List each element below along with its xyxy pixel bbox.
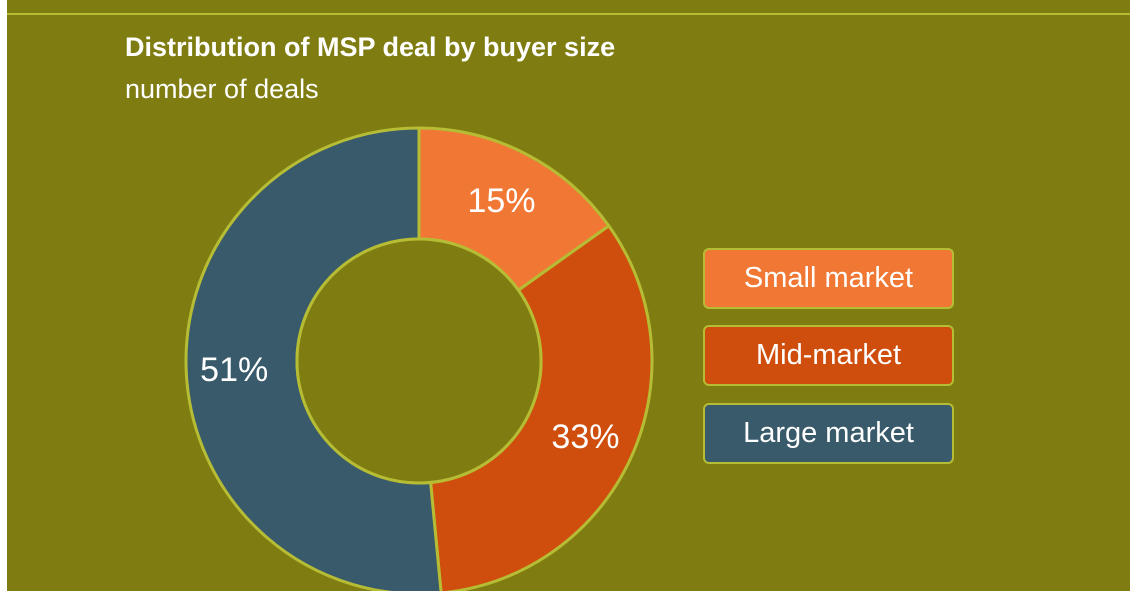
chart-title: Distribution of MSP deal by buyer size [125,32,616,62]
legend-item-large-market: Large market [703,403,954,464]
slice-label-small-market: 15% [467,182,535,220]
slice-label-mid-market: 33% [551,418,619,456]
slice-label-large-market: 51% [200,351,268,389]
legend-item-mid-market: Mid-market [703,325,954,386]
legend-label-large-market: Large market [743,417,914,449]
legend-item-small-market: Small market [703,248,954,309]
legend-label-small-market: Small market [743,262,914,294]
chart-subtitle: number of deals [125,74,319,104]
donut-chart: 15% 33% 51% [184,126,654,591]
chart-slide: Distribution of MSP deal by buyer size n… [7,0,1130,591]
legend-label-mid-market: Mid-market [755,339,901,371]
donut-slice-labels: 15% 33% 51% [200,182,619,456]
donut-inner-ring [295,237,543,485]
top-divider-line [7,13,1130,15]
